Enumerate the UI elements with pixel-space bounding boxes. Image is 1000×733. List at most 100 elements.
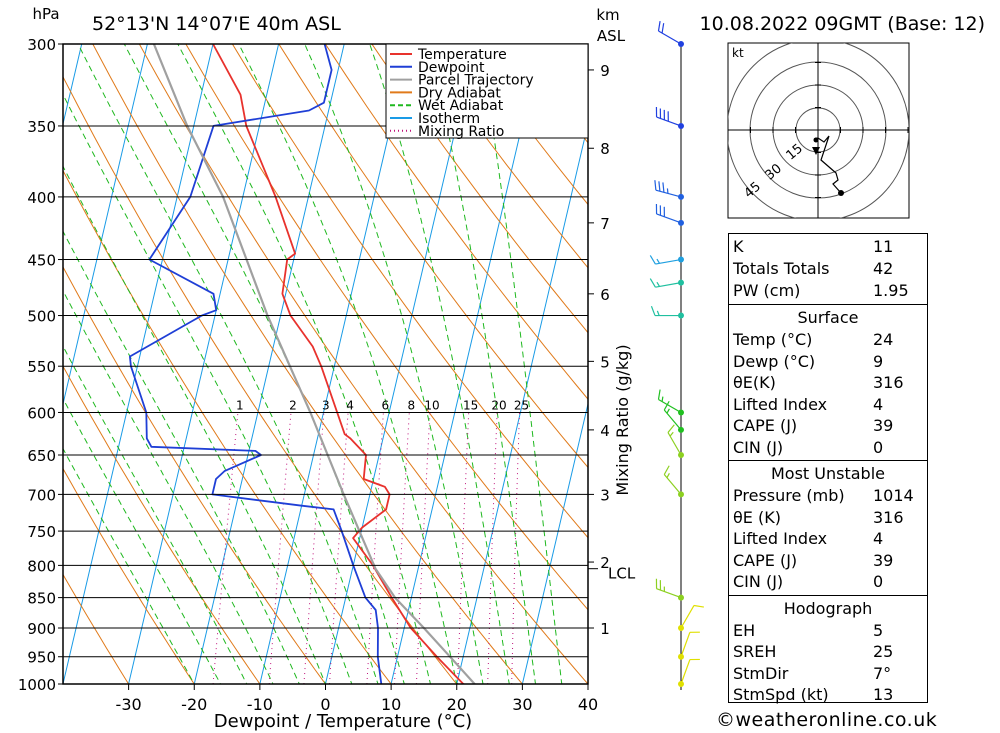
mixing-ratio-label: 6: [382, 398, 390, 412]
wet-adiabat: [427, 44, 537, 684]
wind-barb-flag: [663, 400, 670, 411]
wind-barb-flag: [654, 180, 657, 191]
index-value: 0: [873, 572, 884, 591]
wind-barb-flag: [657, 389, 661, 400]
dry-adiabat: [63, 573, 130, 684]
wind-barb-flag: [650, 305, 656, 316]
mixing-ratio-line: [415, 412, 431, 684]
index-label: CAPE (J): [733, 550, 798, 570]
section-title: Surface: [797, 308, 859, 327]
temp-tick-label: 10: [381, 695, 401, 714]
legend-label: Temperature: [417, 47, 507, 63]
section-divider: [729, 304, 927, 305]
index-value: 39: [873, 416, 894, 435]
wind-barb-flag: [661, 23, 665, 34]
wind-barb: [654, 180, 684, 200]
mixing-ratio-axis-label: Mixing Ratio (g/kg): [613, 344, 632, 495]
mixing-ratio-line: [268, 412, 292, 684]
temp-tick-label: 20: [447, 695, 467, 714]
wet-adiabat: [369, 44, 510, 684]
isotherm: [259, 44, 411, 684]
wet-adiabat: [63, 345, 248, 684]
wind-barb: [649, 278, 684, 288]
wind-barb: [663, 400, 684, 433]
wind-barb: [649, 255, 684, 265]
index-row: Dewp (°C) 9: [729, 351, 927, 373]
index-value: 13: [873, 685, 894, 704]
index-row: Temp (°C) 24: [729, 329, 927, 351]
datetime-title: 10.08.2022 09GMT (Base: 12): [700, 13, 985, 35]
wind-barb-shaft: [656, 588, 682, 599]
mixing-ratio-label: 4: [346, 398, 354, 412]
location-title: 52°13'N 14°07'E 40m ASL: [92, 13, 341, 35]
index-value: 9: [873, 351, 884, 371]
isotherm: [521, 401, 588, 684]
index-value: 4: [873, 394, 884, 414]
pressure-tick-label: 500: [27, 308, 56, 326]
legend-box: [385, 43, 589, 139]
index-label: Lifted Index: [733, 394, 828, 414]
mixing-ratio-label: 8: [408, 398, 416, 412]
index-label: CIN (J): [733, 437, 784, 457]
wet-adiabat: [77, 44, 379, 684]
wet-adiabat: [63, 165, 327, 684]
index-label: θE(K): [733, 373, 776, 392]
pressure-tick-label: 600: [27, 404, 56, 422]
mixing-ratio-line: [511, 412, 520, 684]
wind-barb: [678, 658, 700, 687]
isotherm: [0, 7, 25, 710]
wind-barb-flag: [669, 431, 674, 437]
pressure-tick-label: 950: [27, 649, 56, 667]
index-label: StmSpd (kt): [733, 685, 829, 704]
wet-adiabat: [63, 230, 300, 684]
index-row: SREH 25: [729, 641, 927, 663]
index-value: 316: [873, 507, 904, 527]
dry-adiabat: [63, 266, 327, 684]
dry-adiabat: [940, 7, 1000, 710]
index-value: 42: [873, 259, 894, 278]
index-value: 0: [873, 437, 884, 457]
wind-barb-flag: [656, 310, 660, 316]
wind-barb-shaft: [680, 605, 695, 629]
mixing-ratio-line: [366, 412, 384, 684]
index-value: 39: [873, 550, 894, 570]
index-label: K: [733, 237, 744, 256]
x-axis-label: Dewpoint / Temperature (°C): [214, 711, 472, 732]
pressure-tick-label: 850: [27, 590, 56, 608]
wet-adiabat: [63, 447, 195, 684]
section-title: Hodograph: [783, 598, 873, 618]
temp-tick-label: -30: [116, 695, 142, 714]
wind-barb-flag: [693, 604, 704, 608]
temp-tick-label: 30: [512, 695, 532, 714]
credit-text: ©weatheronline.co.uk: [716, 709, 938, 731]
index-label: Temp (°C): [733, 330, 813, 349]
wind-barb-flag: [656, 258, 661, 264]
pressure-tick-label: 300: [27, 36, 56, 54]
temp-tick-label: -20: [181, 695, 207, 714]
index-value: 11: [873, 237, 894, 256]
index-row: Pressure (mb) 1014: [729, 485, 927, 507]
dry-adiabat: [185, 44, 588, 611]
index-label: CAPE (J): [733, 416, 798, 435]
index-label: θE (K): [733, 507, 781, 527]
legend-label: Parcel Trajectory: [418, 73, 534, 89]
index-value: 1.95: [873, 281, 909, 300]
mixing-ratio-line: [329, 412, 349, 684]
index-value: 316: [873, 373, 904, 392]
km-tick-label: 3: [600, 486, 610, 504]
dry-adiabat: [63, 169, 392, 684]
wet-adiabat: [479, 44, 563, 684]
index-row: θE (K) 316: [729, 507, 927, 529]
wind-barb-shaft: [667, 432, 682, 456]
wind-barb-flag: [656, 281, 661, 287]
pressure-tick-label: 550: [27, 358, 56, 376]
mixing-ratio-line: [394, 412, 410, 684]
km-label: km: [596, 6, 619, 24]
isotherm: [63, 44, 148, 407]
mixing-ratio-label: 25: [514, 398, 529, 412]
wet-adiabat: [63, 93, 353, 684]
pressure-tick-label: 900: [27, 620, 56, 638]
wind-barb-shaft: [656, 116, 682, 127]
legend-label: Dry Adiabat: [418, 85, 501, 101]
wind-barb-shaft: [655, 282, 682, 288]
